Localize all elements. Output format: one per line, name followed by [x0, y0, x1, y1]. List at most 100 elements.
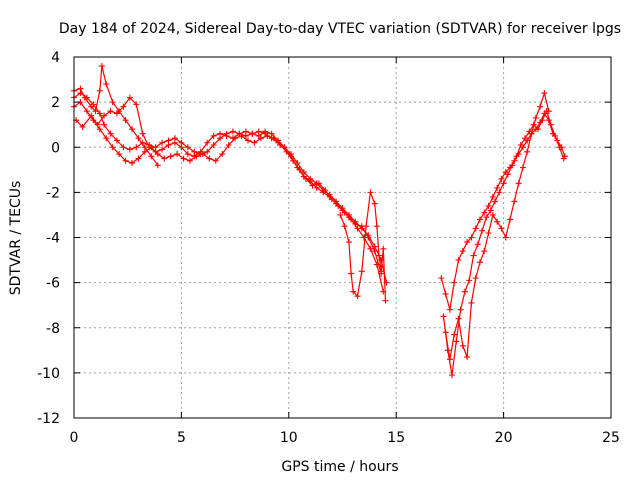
- data-point: [524, 148, 531, 155]
- data-point: [468, 299, 475, 306]
- data-point: [449, 372, 456, 379]
- data-point: [367, 245, 374, 252]
- data-point: [313, 184, 320, 191]
- y-tick-label: 4: [51, 50, 60, 66]
- data-point: [534, 126, 541, 133]
- data-point: [333, 200, 340, 207]
- data-point: [513, 153, 520, 160]
- data-point: [128, 126, 135, 133]
- data-point: [92, 108, 99, 115]
- y-axis-label: SDTVAR / TECUs: [8, 181, 24, 296]
- data-point: [96, 126, 103, 133]
- data-point: [287, 153, 294, 160]
- data-point: [442, 290, 449, 297]
- data-point: [180, 155, 187, 162]
- data-point: [191, 153, 198, 160]
- data-point: [522, 135, 529, 142]
- data-series-group: [73, 94, 385, 277]
- data-point: [184, 144, 191, 151]
- data-point: [489, 193, 496, 200]
- data-point: [242, 128, 249, 135]
- data-point: [94, 121, 101, 128]
- data-point: [120, 144, 127, 151]
- data-point: [552, 132, 559, 139]
- data-point: [341, 223, 348, 230]
- data-point: [126, 146, 133, 153]
- data-point: [354, 225, 361, 232]
- data-point: [371, 248, 378, 255]
- data-series: [71, 63, 568, 379]
- data-point: [101, 121, 108, 128]
- data-point: [326, 193, 333, 200]
- data-point: [210, 132, 217, 139]
- data-point: [161, 155, 168, 162]
- data-point: [320, 189, 327, 196]
- data-point: [498, 175, 505, 182]
- x-tick-label: 10: [280, 430, 298, 446]
- data-point: [485, 202, 492, 209]
- data-point: [128, 160, 135, 167]
- data-point: [219, 151, 226, 158]
- data-point: [81, 94, 88, 101]
- y-tick-label: -12: [37, 411, 60, 427]
- y-tick-label: -8: [46, 321, 60, 337]
- data-point: [453, 338, 460, 345]
- data-point: [345, 239, 352, 246]
- y-tick-label: 0: [51, 140, 60, 156]
- data-point: [378, 268, 385, 275]
- data-point: [348, 270, 355, 277]
- data-point: [468, 234, 475, 241]
- data-point: [135, 135, 142, 142]
- data-point: [373, 223, 380, 230]
- data-point: [229, 128, 236, 135]
- data-point: [489, 211, 496, 218]
- data-point: [307, 178, 314, 185]
- data-point: [206, 155, 213, 162]
- data-point: [197, 148, 204, 155]
- data-point: [77, 85, 84, 92]
- x-tick-label: 15: [387, 430, 405, 446]
- data-point: [500, 180, 507, 187]
- data-point: [251, 139, 258, 146]
- data-point: [472, 225, 479, 232]
- data-point: [509, 162, 516, 169]
- data-point: [464, 354, 471, 361]
- y-tick-label: -6: [46, 276, 60, 292]
- data-point: [294, 164, 301, 171]
- data-point: [492, 198, 499, 205]
- data-point: [556, 144, 563, 151]
- data-point: [376, 252, 383, 259]
- data-point: [109, 99, 116, 106]
- data-point: [455, 257, 462, 264]
- data-point: [79, 123, 86, 130]
- data-point: [517, 141, 524, 148]
- data-point: [358, 268, 365, 275]
- data-point: [101, 112, 108, 119]
- data-point: [171, 139, 178, 146]
- data-point: [474, 241, 481, 248]
- data-point: [107, 130, 114, 137]
- data-point: [122, 157, 129, 164]
- data-point: [502, 234, 509, 241]
- data-point: [528, 130, 535, 137]
- data-point: [459, 248, 466, 255]
- data-point: [461, 288, 468, 295]
- series-line: [75, 96, 382, 274]
- data-point: [350, 288, 357, 295]
- data-point: [109, 144, 116, 151]
- data-point: [113, 137, 120, 144]
- data-point: [481, 248, 488, 255]
- data-point: [476, 216, 483, 223]
- x-tick-label: 5: [177, 430, 186, 446]
- data-point: [229, 135, 236, 142]
- data-point: [515, 180, 522, 187]
- data-series-group: [71, 63, 161, 169]
- data-point: [300, 173, 307, 180]
- data-point: [446, 356, 453, 363]
- data-point: [451, 279, 458, 286]
- data-series-group: [337, 189, 389, 304]
- data-point: [519, 164, 526, 171]
- y-tick-label: -4: [46, 231, 60, 247]
- data-point: [476, 259, 483, 266]
